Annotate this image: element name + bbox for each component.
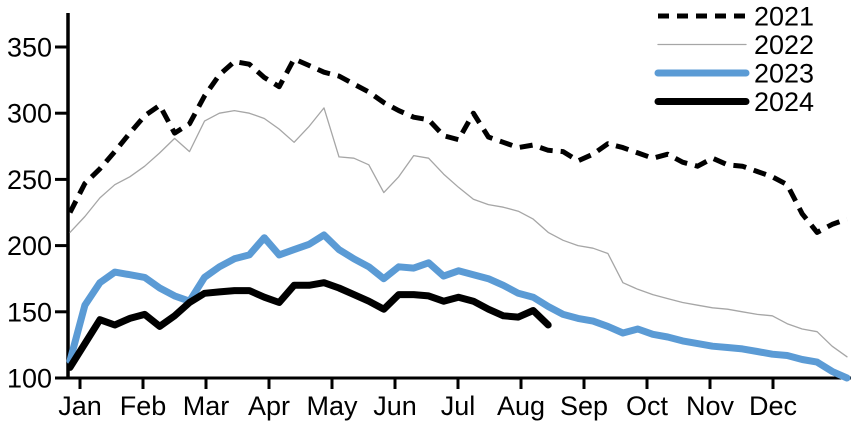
x-axis-month-label: Sep <box>560 391 608 421</box>
x-axis-month-label: Apr <box>248 391 290 421</box>
x-axis-month-label: Nov <box>686 391 735 421</box>
series-2024-line <box>66 279 552 371</box>
y-axis-tick-label: 150 <box>7 297 52 327</box>
series-2021-line <box>67 56 848 235</box>
x-axis-month-label: Feb <box>120 391 167 421</box>
legend-entry-2024: 2024 <box>654 87 814 117</box>
x-axis-month-label: Aug <box>497 391 545 421</box>
legend-entry-2023: 2023 <box>654 59 814 89</box>
legend-label-2024: 2024 <box>754 87 814 117</box>
x-axis-month-label: Jul <box>441 391 476 421</box>
series-2022-line <box>69 107 848 358</box>
legend-label-2023: 2023 <box>754 59 814 89</box>
x-axis-month-label: May <box>306 391 358 421</box>
x-axis-month-label: Dec <box>749 391 797 421</box>
x-axis-month-label: Jan <box>58 391 102 421</box>
y-axis-tick-label: 350 <box>7 33 52 63</box>
y-axis-tick-label: 300 <box>7 99 52 129</box>
x-axis-month-label: Jun <box>373 391 417 421</box>
legend-entry-2022: 2022 <box>657 30 814 60</box>
legend-entry-2021: 2021 <box>658 2 814 32</box>
y-axis-tick-label: 200 <box>7 231 52 261</box>
x-axis-month-label: Mar <box>183 391 230 421</box>
y-axis-tick-label: 250 <box>7 165 52 195</box>
legend-label-2021: 2021 <box>754 2 814 32</box>
y-axis-tick-label: 100 <box>7 364 52 394</box>
series-2023-line <box>66 231 851 382</box>
legend-label-2022: 2022 <box>754 30 814 60</box>
x-axis-month-label: Oct <box>626 391 669 421</box>
